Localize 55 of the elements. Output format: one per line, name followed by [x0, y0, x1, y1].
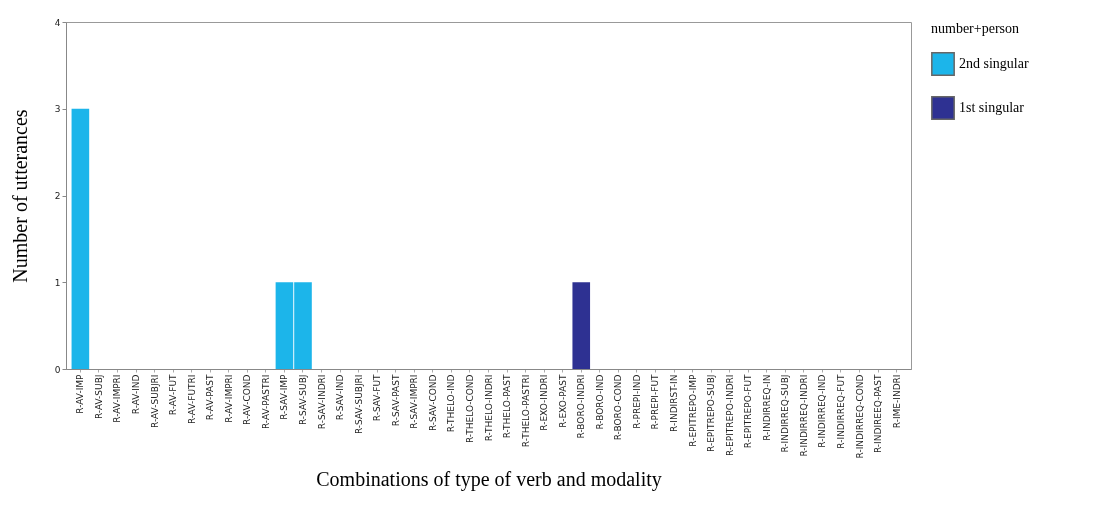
x-tick-label: R-SAV-IND	[335, 374, 346, 421]
x-tick-label: R-SAV-FUT	[372, 374, 383, 422]
x-tick-label: R-AV-IMPRI	[112, 374, 123, 423]
x-tick-label: R-SAV-COND	[427, 374, 438, 432]
x-tick-label: R-EPITREPO-SUBJ	[706, 374, 717, 452]
y-tick-label: 2	[54, 191, 61, 201]
x-tick-label: R-INDIRREQ-FUT	[835, 374, 846, 449]
x-tick-label: R-AV-IND	[131, 374, 142, 415]
x-tick-label: R-INDIRREQ-COND	[854, 374, 865, 459]
x-tick-label: R-EPITREPO-FUT	[743, 374, 754, 449]
x-tick-label: R-INDIRREQ-IN	[761, 374, 772, 441]
y-tick-label: 3	[54, 104, 61, 115]
x-tick-label: R-AV-COND	[242, 374, 253, 425]
x-tick-label: R-BORO-INDRI	[576, 374, 587, 439]
x-tick-label: R-AV-PASTRI	[260, 374, 271, 430]
x-tick-label: R-SAV-INDRI	[316, 374, 327, 430]
x-tick-label: R-AV-FUTRI	[186, 374, 197, 425]
y-axis-title: Number of utterances	[8, 109, 31, 283]
x-tick-label: R-EPITREPO-INDRI	[724, 374, 735, 457]
x-tick-label: R-AV-FUT	[168, 374, 179, 416]
x-tick-label: R-EXO-INDRI	[539, 374, 550, 431]
legend-label: 2nd singular	[959, 56, 1029, 71]
x-tick-label: R-AV-IMP	[75, 373, 86, 414]
x-tick-label: R-INDIRST-IN	[669, 374, 680, 432]
x-tick-label: R-EPITREPO-IMP	[687, 373, 698, 447]
x-tick-label: R-PREPI-IND	[631, 374, 642, 429]
x-tick-label: R-BORO-COND	[613, 374, 624, 441]
x-tick-label: R-BORO-IND	[594, 374, 605, 430]
x-tick-label: R-SAV-PAST	[390, 374, 401, 427]
x-tick-label: R-THELO-INDRI	[483, 374, 494, 442]
y-tick-label: 1	[54, 277, 61, 288]
y-tick-label: 0	[54, 364, 61, 375]
x-tick-label: R-SAV-SUBJRI	[353, 374, 364, 435]
x-tick-label: R-AV-PAST	[205, 374, 216, 421]
x-tick-label: R-THELO-PAST	[502, 374, 513, 439]
legend-title: number+person	[931, 21, 1019, 36]
y-tick-label: 4	[54, 17, 61, 28]
x-tick-label: R-INDIRREQ-SUBJ	[780, 374, 791, 453]
x-axis-title: Combinations of type of verb and modality	[316, 468, 662, 492]
x-tick-label: R-SAV-SUBJ	[297, 374, 308, 426]
x-tick-label: R-AV-SUBJ	[93, 374, 104, 420]
x-tick-label: R-AV-IMPRI	[223, 374, 234, 423]
x-tick-label: R-INDIRREQ-IND	[817, 374, 828, 448]
x-tick-label: R-SAV-IMPRI	[409, 374, 420, 429]
x-tick-label: R-SAV-IMP	[279, 373, 290, 420]
x-tick-label: R-IME-INDRI	[891, 374, 902, 429]
x-tick-label: R-THELO-IND	[446, 374, 457, 433]
legend-label: 1st singular	[959, 100, 1025, 115]
x-tick-label: R-PREPI-FUT	[650, 374, 661, 430]
x-tick-label: R-THELO-PASTRI	[520, 374, 531, 448]
x-tick-label: R-INDIRREQ-INDRI	[798, 374, 809, 457]
x-tick-label: R-AV-SUBJRI	[149, 374, 160, 428]
x-tick-label: R-THELO-COND	[464, 374, 475, 444]
x-tick-label: R-INDIREEQ-PAST	[873, 374, 884, 454]
x-tick-label: R-EXO-PAST	[557, 374, 568, 428]
